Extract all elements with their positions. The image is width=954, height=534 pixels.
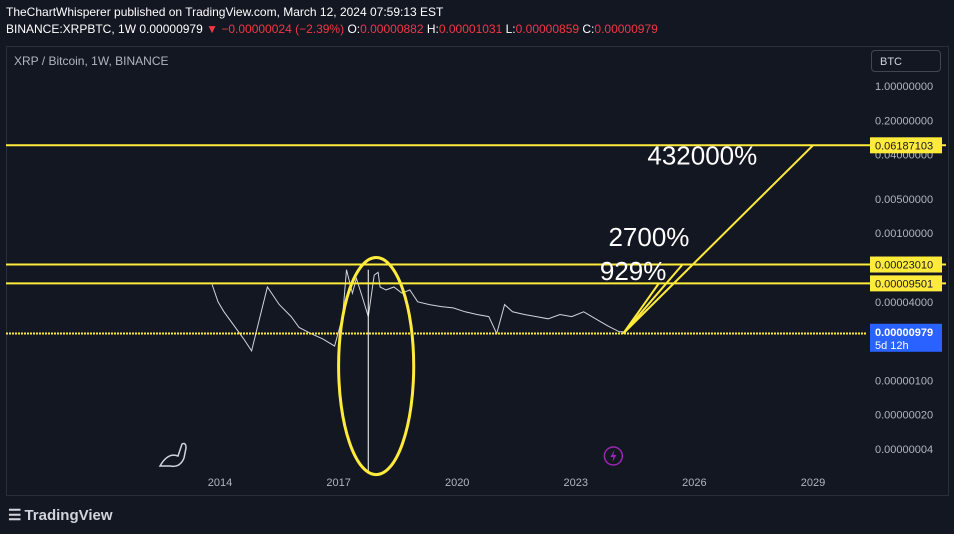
lightning-icon [610,450,617,462]
x-tick-label: 2029 [801,477,825,489]
y-tick-label: 0.00100000 [875,228,933,240]
close-value: 0.00000979 [594,22,658,36]
brand-label: TradingView [24,507,113,524]
projection-line[interactable] [622,263,684,335]
low-label: L: [505,22,516,36]
level-price-tag [870,275,942,292]
event-marker-icon[interactable] [603,446,624,466]
dinosaur-icon [158,442,187,468]
current-price: 0.00000979 [139,22,203,36]
pane-title: XRP / Bitcoin, 1W, BINANCE [14,54,169,68]
level-price-label: 0.00009501 [875,278,933,290]
level-price-tag [870,256,942,273]
projection-line[interactable] [622,144,814,335]
open-value: 0.00000882 [360,22,424,36]
projection-line[interactable] [622,282,660,335]
close-label: C: [582,22,595,36]
price-series-line [211,269,624,353]
highlight-ellipse[interactable] [337,255,416,477]
last-price-tag [870,323,942,352]
y-tick-label: 0.20000000 [875,115,933,127]
y-tick-label: 0.00000100 [875,375,933,387]
symbol-label: BINANCE:XRPBTC, 1W [6,22,137,36]
low-value: 0.00000859 [515,22,580,36]
open-label: O: [347,22,361,36]
publisher-line: TheChartWhisperer published on TradingVi… [6,5,444,19]
y-tick-label: 0.00004000 [875,297,933,309]
symbol-ohlc-line: BINANCE:XRPBTC, 1W 0.00000979 ▼ −0.00000… [6,21,658,38]
percent-annotation: 929% [600,256,667,286]
last-price-label: 0.00000979 [875,327,933,339]
y-tick-label: 0.00500000 [875,194,933,206]
percent-annotation: 2700% [608,222,689,252]
y-tick-label: 1.00000000 [875,81,933,93]
x-tick-label: 2014 [208,477,232,489]
chart-frame [6,46,949,496]
currency-button[interactable]: BTC [871,50,941,72]
level-price-tag [870,137,942,154]
x-tick-label: 2017 [326,477,350,489]
publish-header: TheChartWhisperer published on TradingVi… [6,4,658,38]
high-value: 0.00001031 [438,22,503,36]
level-price-label: 0.06187103 [875,140,933,152]
tradingview-mark-icon: ☰ [8,507,21,524]
level-price-label: 0.00023010 [875,260,933,272]
high-label: H: [426,22,439,36]
tradingview-logo[interactable]: ☰ TradingView [8,506,113,524]
price-change: ▼ −0.00000024 (−2.39%) [206,22,345,36]
y-tick-label: 0.00000004 [875,444,933,456]
x-tick-label: 2020 [445,477,469,489]
x-tick-label: 2023 [564,477,588,489]
y-tick-label: 0.00000020 [875,410,933,422]
bar-countdown-label: 5d 12h [875,340,909,352]
x-tick-label: 2026 [682,477,706,489]
percent-annotation: 432000% [647,141,757,171]
